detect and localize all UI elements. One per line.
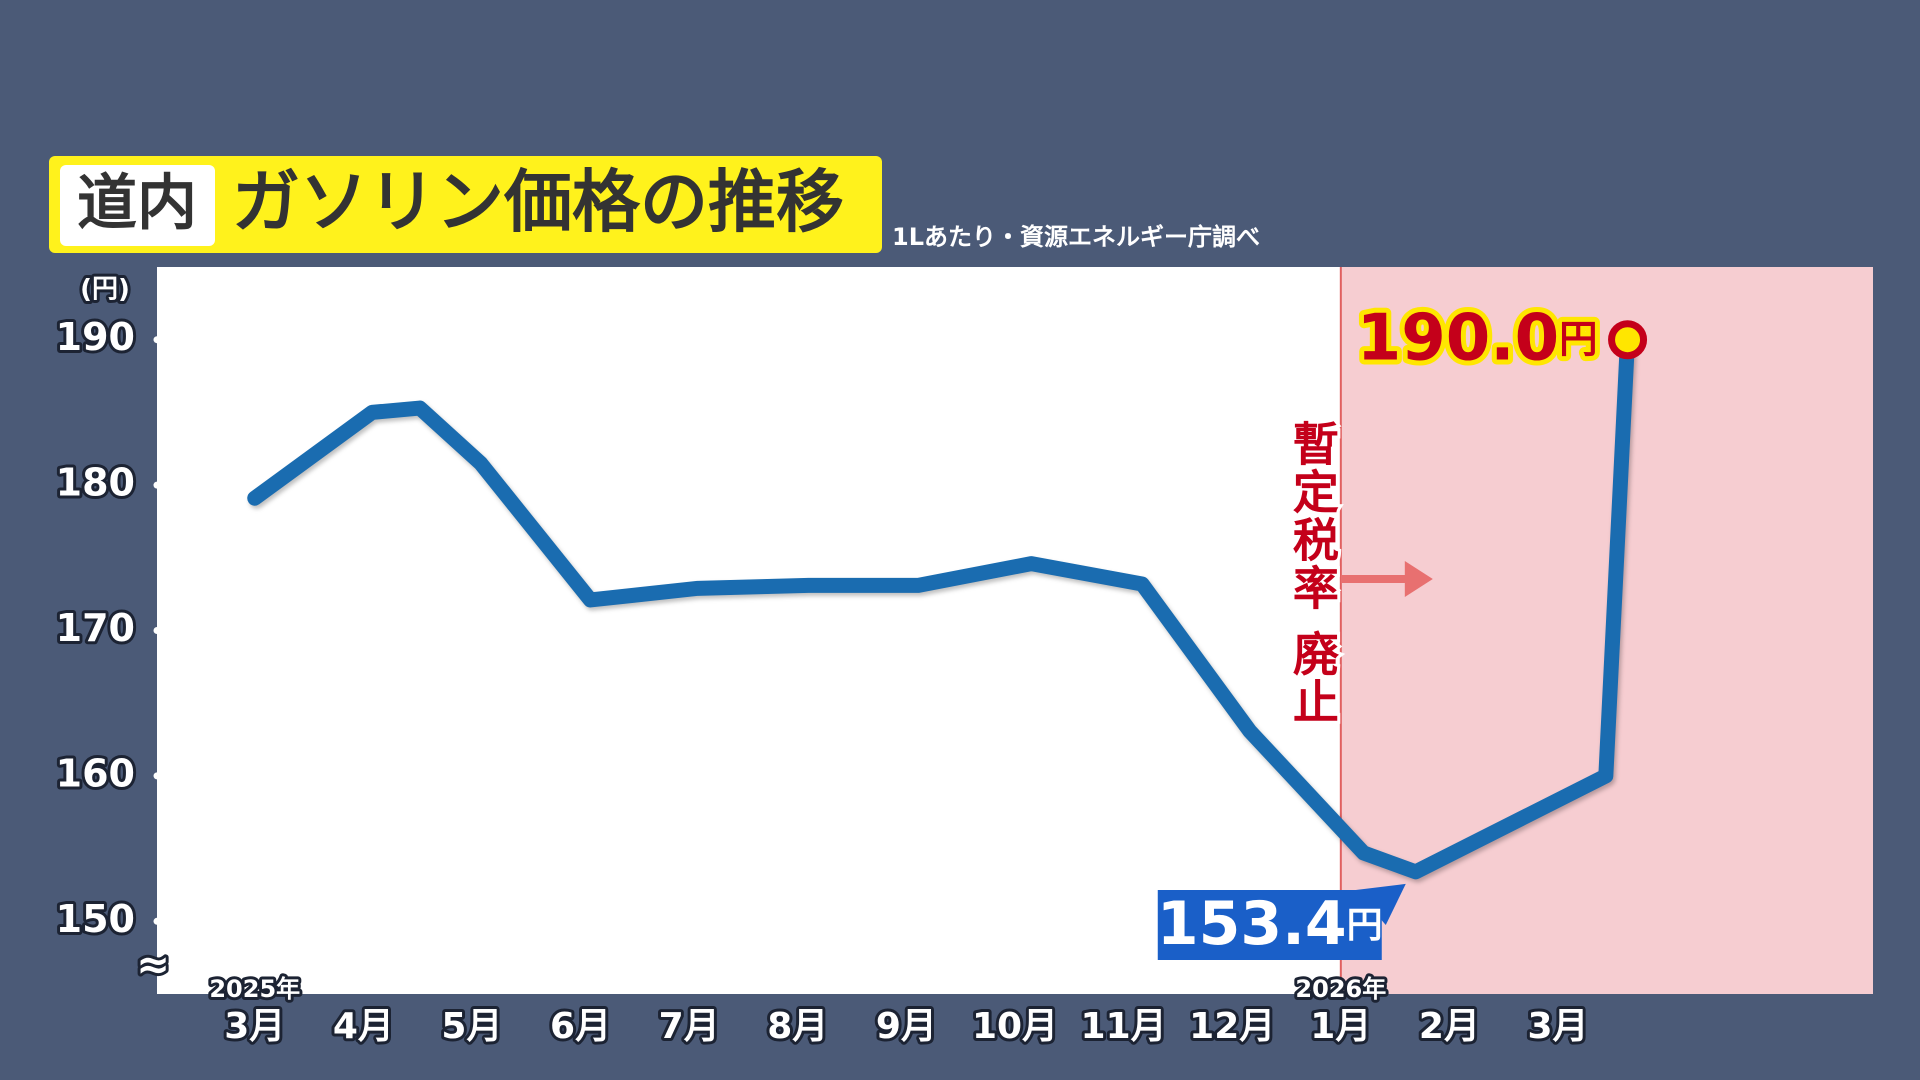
arrow-head — [1404, 561, 1433, 597]
x-tick-label: 1月 — [1310, 1006, 1371, 1047]
badge: 道内 — [77, 169, 197, 239]
x-tick-label: 3月 — [224, 1006, 285, 1047]
x-tick-label: 11月 — [1081, 1006, 1167, 1047]
title-box — [49, 156, 882, 253]
chart-title: ガソリン価格の推移 — [232, 164, 844, 243]
y-tick — [153, 481, 161, 489]
x-tick-label: 3月 — [1528, 1006, 1589, 1047]
x-tick-label: 12月 — [1189, 1006, 1275, 1047]
badge-box — [60, 165, 215, 246]
x-tick-label: 5月 — [441, 1006, 502, 1047]
y-tick-label: 160 — [56, 751, 135, 795]
x-tick-label: 4月 — [333, 1006, 394, 1047]
y-tick — [153, 627, 161, 634]
subtitle: 1Lあたり・資源エネルギー庁調べ — [892, 223, 1260, 251]
x-tick-label: 10月 — [972, 1006, 1058, 1047]
year-label: 2025年 — [209, 975, 300, 1003]
axis-break: ≈ — [136, 942, 170, 988]
annotation: 暫定税率 廃止 — [1286, 420, 1340, 726]
value-label: 190.0円 — [1357, 301, 1598, 375]
y-unit: (円) — [80, 275, 130, 305]
y-tick-label: 150 — [56, 897, 135, 941]
x-tick-label: 8月 — [767, 1006, 828, 1047]
x-tick-label: 6月 — [550, 1006, 611, 1047]
price-line — [247, 332, 1636, 880]
y-tick — [153, 917, 161, 925]
value-label: 153.4円 — [1157, 889, 1383, 959]
y-tick — [153, 772, 161, 780]
year-label: 2026年 — [1295, 975, 1386, 1003]
y-tick-label: 170 — [56, 606, 135, 650]
end-point — [1608, 320, 1648, 360]
y-tick-label: 180 — [56, 461, 135, 505]
x-tick-label: 9月 — [876, 1006, 937, 1047]
y-tick — [153, 336, 161, 344]
x-tick-label: 2月 — [1419, 1006, 1480, 1047]
y-tick-label: 190 — [56, 315, 135, 359]
x-tick-label: 7月 — [659, 1006, 720, 1047]
label-box — [1157, 890, 1382, 960]
